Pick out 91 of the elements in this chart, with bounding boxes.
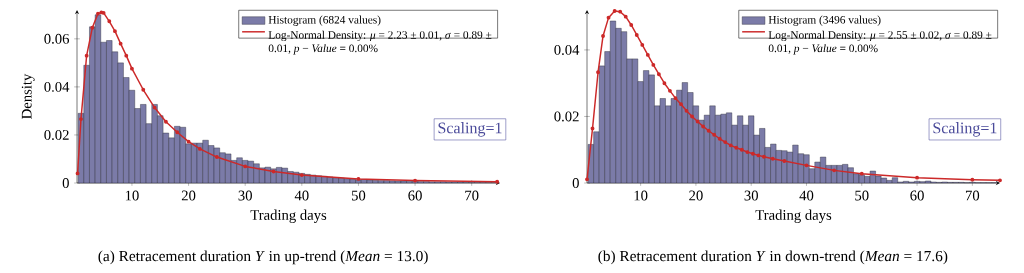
point: [107, 19, 112, 24]
annotation: Scaling=1: [438, 122, 502, 137]
point: [590, 126, 595, 131]
y-tick-label: 0: [62, 178, 69, 188]
point: [640, 43, 645, 47]
point: [629, 23, 634, 27]
point: [163, 119, 168, 124]
point: [243, 164, 248, 169]
point: [175, 130, 180, 135]
x-tick-label: 70: [465, 190, 479, 201]
point: [712, 132, 717, 137]
x-axis-title: Trading days: [250, 209, 327, 223]
point: [651, 62, 656, 67]
point: [186, 139, 191, 144]
point: [745, 150, 750, 154]
y-tick-label: 0.04: [44, 81, 70, 92]
point: [695, 119, 700, 124]
point: [152, 105, 157, 110]
point: [612, 9, 617, 13]
legend-label: Histogram (3496 values): [768, 15, 881, 26]
point: [96, 11, 100, 16]
point: [634, 33, 639, 37]
point: [618, 9, 623, 14]
x-tick-label: 60: [408, 190, 422, 201]
annotation: Scaling=1: [933, 122, 997, 137]
point: [690, 114, 694, 119]
point: [782, 159, 787, 163]
point: [118, 41, 123, 46]
point: [915, 175, 920, 180]
x-tick-label: 10: [125, 190, 139, 201]
y-tick-label: 0.06: [44, 33, 70, 44]
y-tick-label: 0: [572, 178, 579, 188]
x-tick-label: 40: [294, 190, 309, 201]
point: [84, 53, 89, 58]
point: [214, 155, 219, 159]
point: [623, 14, 628, 19]
point: [662, 81, 667, 86]
text: (a) Retracement duration Y in up-trend (Mean = 13.0): [98, 250, 428, 265]
x-tick-label: 40: [799, 190, 814, 201]
x-tick-label: 20: [689, 190, 703, 201]
point: [673, 96, 678, 101]
point: [739, 147, 744, 152]
point: [75, 171, 80, 176]
point: [859, 171, 864, 176]
x-axis-title: Trading days: [755, 209, 832, 223]
x-tick-label: 70: [965, 190, 980, 201]
point: [717, 136, 722, 141]
point: [656, 72, 661, 77]
point: [606, 15, 611, 20]
point: [79, 117, 83, 122]
x-tick-label: 20: [181, 190, 196, 201]
point: [197, 146, 202, 151]
text: Log-Normal Density: μ = 2.23 ± 0.01, σ = 0.89 ± 0.01, p − Value = 0.00%: [268, 30, 492, 55]
y-tick-label: 0.02: [554, 111, 579, 122]
point: [750, 151, 755, 156]
point: [761, 154, 766, 159]
point: [723, 140, 728, 145]
point: [645, 52, 650, 57]
point: [679, 102, 683, 107]
x-tick-label: 50: [855, 190, 869, 201]
x-tick-label: 60: [910, 190, 924, 201]
point: [130, 66, 134, 71]
y-tick-label: 0.02: [44, 129, 69, 140]
y-axis-title: Density: [21, 73, 35, 119]
legend-label: Histogram (6824 values): [268, 15, 381, 26]
point: [728, 143, 733, 148]
point: [141, 87, 146, 92]
x-tick-label: 30: [238, 190, 252, 201]
point: [684, 108, 689, 113]
text: (b) Retracement duration Y in down-trend (Mean = 17.6): [598, 250, 948, 265]
point: [585, 177, 589, 182]
point: [271, 169, 276, 174]
x-tick-label: 10: [634, 190, 648, 201]
point: [706, 128, 711, 133]
x-tick-label: 30: [744, 190, 758, 201]
text: Log-Normal Density: μ = 2.55 ± 0.02, σ = 0.89 ± 0.01, p − Value = 0.00%: [768, 30, 992, 55]
point: [601, 34, 605, 38]
point: [734, 145, 739, 150]
point: [124, 53, 129, 58]
point: [667, 88, 672, 93]
point: [596, 70, 600, 75]
point: [113, 29, 117, 34]
point: [832, 168, 837, 173]
point: [756, 153, 761, 158]
point: [770, 156, 775, 161]
point: [970, 177, 975, 182]
point: [804, 163, 809, 168]
point: [701, 124, 706, 129]
y-tick-label: 0.04: [554, 44, 580, 55]
point: [90, 25, 95, 30]
x-tick-label: 50: [351, 190, 366, 201]
